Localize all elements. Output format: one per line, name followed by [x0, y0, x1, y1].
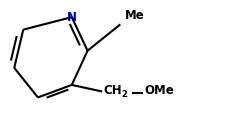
Text: 2: 2 [121, 90, 127, 99]
Text: OMe: OMe [145, 84, 174, 97]
Text: Me: Me [125, 9, 145, 22]
Text: N: N [67, 11, 77, 24]
Text: CH: CH [103, 84, 122, 97]
